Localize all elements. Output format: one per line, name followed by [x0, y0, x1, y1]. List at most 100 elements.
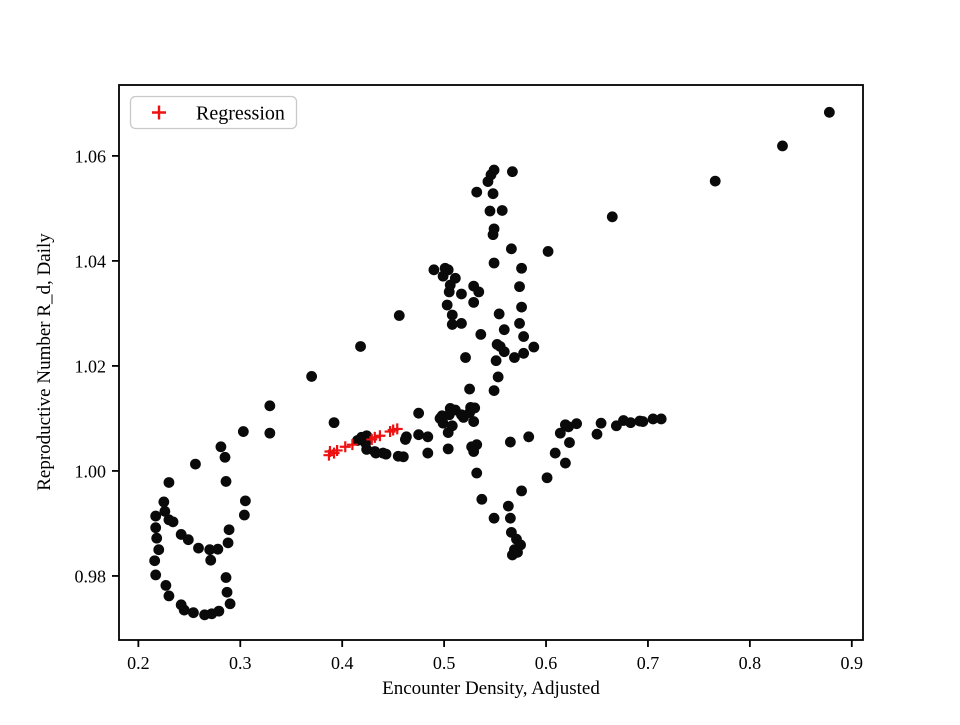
- legend-plus-marker-icon: [152, 105, 166, 120]
- scatter-point: [441, 299, 453, 311]
- x-tick-label: 0.6: [535, 653, 558, 673]
- scatter-point: [413, 407, 425, 419]
- scatter-point: [237, 426, 249, 437]
- scatter-point: [498, 324, 510, 336]
- scatter-point: [220, 476, 232, 487]
- scatter-point: [306, 371, 318, 382]
- y-tick-label: 1.00: [75, 461, 107, 481]
- regression-plus-marker: [374, 430, 386, 442]
- scatter-point: [468, 446, 480, 457]
- scatter-point: [484, 205, 496, 217]
- scatter-point: [655, 413, 667, 425]
- scatter-point: [446, 319, 458, 330]
- scatter-point: [560, 457, 571, 469]
- scatter-point: [264, 400, 276, 412]
- scatter-point: [206, 608, 218, 620]
- x-tick-label: 0.9: [841, 653, 864, 673]
- scatter-point: [542, 246, 554, 257]
- scatter-point: [220, 572, 232, 583]
- y-tick-label: 0.98: [75, 566, 107, 586]
- scatter-point: [482, 176, 494, 188]
- scatter-point: [647, 413, 659, 425]
- scatter-point: [150, 522, 162, 534]
- scatter-point: [380, 448, 392, 460]
- scatter-point: [509, 352, 520, 363]
- scatter-point: [523, 431, 535, 443]
- legend-label: Regression: [196, 103, 285, 125]
- x-tick-label: 0.7: [637, 653, 660, 673]
- scatter-point: [488, 257, 500, 269]
- scatter-point: [355, 341, 366, 352]
- x-tick-label: 0.5: [433, 653, 456, 673]
- scatter-point: [492, 371, 504, 383]
- x-tick-label: 0.8: [739, 653, 762, 673]
- scatter-point: [476, 493, 488, 505]
- scatter-point: [571, 418, 583, 430]
- scatter-point: [437, 270, 449, 282]
- scatter-point: [167, 516, 179, 528]
- scatter-point: [496, 205, 508, 216]
- scatter-point: [549, 447, 561, 459]
- scatter-point: [709, 175, 721, 187]
- scatter-point: [442, 443, 454, 455]
- scatter-point: [193, 542, 204, 554]
- scatter-point: [625, 417, 637, 429]
- scatter-point: [464, 383, 475, 395]
- scatter-point: [158, 496, 170, 508]
- scatter-point: [422, 447, 434, 459]
- scatter-point: [150, 569, 162, 581]
- scatter-point: [222, 537, 234, 549]
- scatter-point: [564, 437, 575, 448]
- scatter-point: [490, 355, 502, 367]
- scatter-point: [469, 402, 481, 414]
- scatter-point: [595, 417, 607, 429]
- x-tick-label: 0.3: [229, 653, 252, 673]
- scatter-point: [512, 546, 523, 558]
- y-tick-label: 1.06: [75, 146, 107, 166]
- scatter-point: [413, 429, 425, 441]
- scatter-point: [516, 301, 527, 313]
- scatter-point: [397, 451, 409, 463]
- scatter-point: [456, 317, 467, 329]
- scatter-point: [443, 286, 455, 298]
- scatter-point: [502, 500, 514, 512]
- scatter-point: [221, 586, 233, 598]
- scatter-point: [223, 524, 235, 536]
- scatter-point: [516, 262, 527, 274]
- axes-layer: 0.2 0.3 0.4 0.5 0.6 0.7 0.8 0.9 0.98 1.00 1.02 1.04…: [75, 84, 864, 673]
- scatter-point: [163, 477, 175, 488]
- scatter-point: [215, 441, 227, 453]
- scatter-point: [504, 436, 516, 448]
- regression-plus-marker: [346, 439, 358, 451]
- scatter-point: [224, 598, 236, 610]
- scatter-point: [239, 495, 251, 507]
- scatter-point: [159, 505, 171, 517]
- scatter-point: [514, 317, 525, 329]
- legend: Regression: [129, 95, 298, 130]
- scatter-point: [507, 166, 518, 178]
- scatter-point: [422, 431, 434, 443]
- scatter-point: [264, 427, 276, 439]
- scatter-point: [493, 308, 505, 320]
- regression-plus-marker: [391, 423, 403, 435]
- scatter-point: [563, 421, 574, 433]
- scatter-point: [163, 590, 175, 602]
- legend-box: [129, 95, 298, 130]
- scatter-point: [190, 458, 201, 470]
- scatter-point: [498, 346, 510, 358]
- regression-plus-marker: [339, 441, 351, 453]
- scatter-point: [823, 106, 835, 118]
- scatter-point: [446, 309, 458, 321]
- scatter-point: [468, 296, 480, 308]
- scatter-point: [591, 428, 603, 440]
- scatter-point: [504, 512, 516, 524]
- scatter-point: [361, 443, 373, 455]
- scatter-point: [205, 554, 217, 566]
- scatter-point: [637, 416, 649, 427]
- scatter-point: [518, 347, 530, 359]
- scatter-point: [151, 532, 163, 544]
- scatter-point: [514, 281, 525, 293]
- scatter-point: [487, 188, 499, 200]
- regression-plus-marker: [369, 431, 381, 443]
